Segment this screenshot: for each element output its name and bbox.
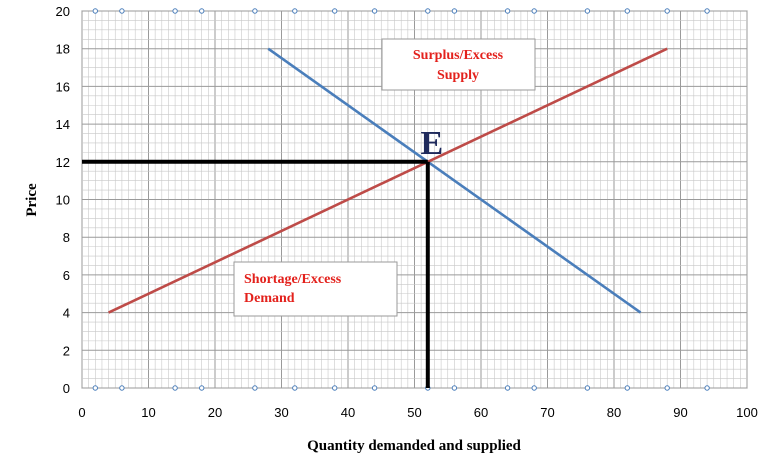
edge-marker bbox=[252, 8, 258, 14]
edge-marker bbox=[371, 385, 378, 391]
edge-marker bbox=[584, 385, 591, 391]
edge-marker bbox=[504, 8, 511, 14]
edge-marker bbox=[119, 385, 125, 391]
y-tick-label: 6 bbox=[63, 268, 70, 283]
supply-curve bbox=[108, 47, 668, 314]
y-tick-label: 10 bbox=[56, 193, 70, 208]
series bbox=[108, 47, 668, 314]
demand-curve bbox=[267, 47, 642, 314]
y-axis-title: Price bbox=[24, 183, 40, 217]
x-tick-label: 60 bbox=[474, 405, 488, 420]
edge-marker bbox=[332, 8, 338, 14]
edge-marker bbox=[172, 385, 178, 391]
edge-marker bbox=[531, 8, 537, 14]
y-tick-label: 8 bbox=[63, 230, 70, 245]
x-tick-label: 100 bbox=[736, 405, 758, 420]
edge-marker bbox=[451, 385, 458, 391]
y-tick-label: 2 bbox=[63, 343, 70, 358]
x-tick-label: 50 bbox=[407, 405, 421, 420]
edge-marker bbox=[332, 385, 338, 391]
shortage-callout-text: Shortage/Excess bbox=[244, 272, 342, 287]
x-tick-label: 70 bbox=[540, 405, 554, 420]
x-tick-label: 30 bbox=[274, 405, 288, 420]
edge-marker bbox=[584, 8, 591, 14]
surplus-callout-box bbox=[381, 38, 536, 91]
edge-marker bbox=[92, 8, 99, 14]
x-axis-title: Quantity demanded and supplied bbox=[307, 438, 521, 454]
edge-marker bbox=[704, 385, 710, 391]
y-tick-label: 4 bbox=[63, 306, 70, 321]
edge-marker bbox=[704, 8, 710, 14]
surplus-callout-text: Supply bbox=[437, 68, 479, 83]
edge-marker bbox=[119, 8, 125, 14]
edge-marker bbox=[451, 8, 458, 14]
x-tick-label: 40 bbox=[341, 405, 355, 420]
edge-marker bbox=[664, 8, 670, 14]
edge-marker bbox=[292, 8, 298, 14]
annotations: Surplus/Excess Supply Shortage/Excess Deman… bbox=[233, 38, 536, 317]
edge-marker bbox=[624, 385, 630, 391]
edge-marker bbox=[199, 8, 205, 14]
y-tick-label: 16 bbox=[56, 79, 70, 94]
edge-marker bbox=[624, 8, 630, 14]
y-tick-label: 20 bbox=[56, 4, 70, 19]
edge-marker bbox=[252, 385, 258, 391]
y-tick-label: 0 bbox=[63, 381, 70, 396]
x-tick-label: 20 bbox=[208, 405, 222, 420]
edge-marker bbox=[664, 385, 670, 391]
shortage-callout-box bbox=[233, 261, 398, 317]
x-tick-label: 80 bbox=[607, 405, 621, 420]
edge-markers bbox=[92, 8, 710, 391]
edge-marker bbox=[531, 385, 537, 391]
surplus-callout-text: Surplus/Excess bbox=[413, 48, 504, 63]
equilibrium: E bbox=[82, 125, 443, 388]
x-tick-label: 0 bbox=[78, 405, 85, 420]
edge-marker bbox=[92, 385, 99, 391]
edge-marker bbox=[425, 8, 431, 14]
axes: 0 10 20 30 40 50 60 70 80 90 100 0 2 4 6 8 10 12 14 16 18 20 bbox=[56, 4, 758, 420]
equilibrium-label: E bbox=[420, 125, 443, 162]
edge-marker bbox=[371, 8, 378, 14]
edge-marker bbox=[504, 385, 511, 391]
edge-marker bbox=[292, 385, 298, 391]
y-tick-label: 18 bbox=[56, 42, 70, 57]
x-tick-label: 90 bbox=[673, 405, 687, 420]
edge-marker bbox=[172, 8, 178, 14]
shortage-callout-text: Demand bbox=[244, 291, 295, 306]
y-tick-label: 12 bbox=[56, 155, 70, 170]
edge-marker bbox=[199, 385, 205, 391]
x-tick-label: 10 bbox=[141, 405, 155, 420]
y-tick-label: 14 bbox=[56, 117, 70, 132]
